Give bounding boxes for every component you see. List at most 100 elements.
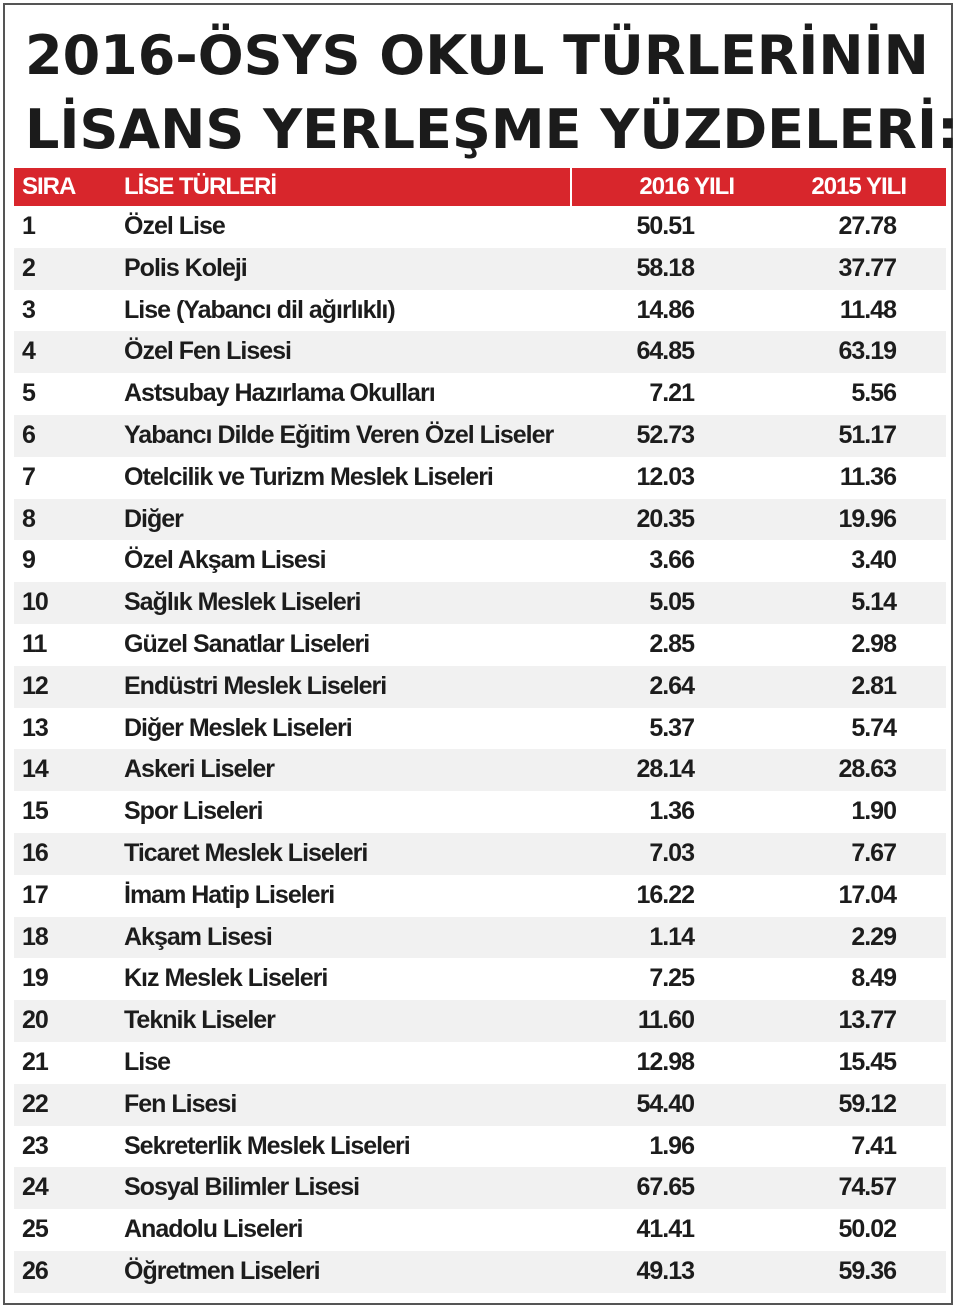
row-value-2016: 1.96	[649, 1131, 695, 1160]
row-rank: 7	[22, 462, 36, 491]
table-row: 20 Teknik Liseler 11.60 13.77	[14, 1000, 946, 1042]
row-school-type: Astsubay Hazırlama Okulları	[124, 379, 436, 408]
row-rank: 21	[22, 1047, 49, 1076]
table-row: 25 Anadolu Liseleri 41.41 50.02	[14, 1209, 946, 1251]
row-value-2015: 2.81	[851, 671, 897, 700]
row-value-2016: 16.22	[636, 880, 695, 909]
row-school-type: Özel Akşam Lisesi	[124, 546, 327, 575]
table-row: 19 Kız Meslek Liseleri 7.25 8.49	[14, 958, 946, 1001]
row-value-2015: 1.90	[851, 797, 897, 826]
row-school-type: Ticaret Meslek Liseleri	[124, 838, 368, 867]
row-value-2016: 49.13	[636, 1256, 695, 1285]
table-row: 23 Sekreterlik Meslek Liseleri 1.96 7.41	[14, 1125, 946, 1168]
row-value-2016: 54.40	[636, 1089, 695, 1118]
table-row: 5 Astsubay Hazırlama Okulları 7.21 5.56	[14, 373, 946, 415]
table-row: 7 Otelcilik ve Turizm Meslek Liseleri 12.0…	[14, 456, 946, 499]
row-rank: 18	[22, 922, 49, 951]
row-school-type: İmam Hatip Liseleri	[124, 880, 335, 909]
header-rank: SIRA	[22, 173, 76, 200]
table-row: 13 Diğer Meslek Liseleri 5.37 5.74	[14, 707, 946, 750]
row-value-2016: 12.98	[636, 1047, 695, 1076]
row-school-type: Özel Fen Lisesi	[124, 337, 292, 366]
row-value-2016: 20.35	[636, 504, 695, 533]
row-value-2015: 28.63	[838, 755, 897, 784]
row-rank: 16	[22, 838, 49, 867]
row-school-type: Diğer	[124, 504, 184, 533]
row-school-type: Sağlık Meslek Liseleri	[124, 588, 361, 617]
row-value-2016: 1.14	[649, 922, 695, 951]
row-rank: 20	[22, 1006, 49, 1035]
row-value-2015: 5.14	[851, 588, 897, 617]
row-rank: 22	[22, 1089, 49, 1118]
title-line-2: LİSANS YERLEŞME YÜZDELERİ:	[25, 98, 959, 161]
row-value-2016: 2.64	[649, 671, 695, 700]
row-rank: 10	[22, 588, 49, 617]
row-value-2016: 7.25	[649, 964, 695, 993]
table-row: 26 Öğretmen Liseleri 49.13 59.36	[14, 1250, 946, 1293]
table-row: 17 İmam Hatip Liseleri 16.22 17.04	[14, 874, 946, 917]
table-row: 18 Akşam Lisesi 1.14 2.29	[14, 916, 946, 959]
row-rank: 8	[22, 504, 36, 533]
row-value-2015: 50.02	[838, 1215, 897, 1244]
row-value-2015: 51.17	[838, 420, 897, 449]
row-school-type: Diğer Meslek Liseleri	[124, 713, 353, 742]
row-rank: 12	[22, 671, 49, 700]
row-school-type: Sosyal Bilimler Lisesi	[124, 1173, 360, 1202]
row-school-type: Güzel Sanatlar Liseleri	[124, 629, 370, 658]
row-value-2016: 3.66	[649, 546, 695, 575]
header-divider	[570, 168, 572, 206]
row-school-type: Akşam Lisesi	[124, 922, 273, 951]
header-2016: 2016 YILI	[639, 173, 735, 200]
table-row: 21 Lise 12.98 15.45	[14, 1041, 946, 1084]
row-value-2015: 7.41	[851, 1131, 897, 1160]
table-row: 15 Spor Liseleri 1.36 1.90	[14, 791, 946, 833]
row-rank: 6	[22, 420, 36, 449]
row-rank: 3	[22, 295, 36, 324]
row-school-type: Otelcilik ve Turizm Meslek Liseleri	[124, 462, 494, 491]
row-value-2016: 50.51	[636, 212, 695, 240]
row-value-2015: 15.45	[838, 1047, 897, 1076]
row-value-2015: 7.67	[851, 838, 897, 867]
row-value-2015: 74.57	[838, 1173, 897, 1202]
row-school-type: Yabancı Dilde Eğitim Veren Özel Liseler	[124, 420, 554, 449]
table-row: 4 Özel Fen Lisesi 64.85 63.19	[14, 331, 946, 374]
table-row: 12 Endüstri Meslek Liseleri 2.64 2.81	[14, 665, 946, 708]
table-row: 16 Ticaret Meslek Liseleri 7.03 7.67	[14, 832, 946, 875]
row-rank: 15	[22, 797, 49, 826]
row-value-2015: 59.36	[838, 1256, 897, 1285]
row-value-2015: 11.48	[839, 295, 897, 324]
row-value-2016: 5.05	[649, 588, 695, 617]
row-value-2016: 11.60	[637, 1006, 695, 1035]
header-school-type: LİSE TÜRLERİ	[124, 173, 277, 200]
row-school-type: Askeri Liseler	[124, 755, 275, 784]
row-rank: 13	[22, 713, 49, 742]
table-row: 9 Özel Akşam Lisesi 3.66 3.40	[14, 540, 946, 583]
row-value-2015: 17.04	[838, 880, 897, 909]
row-value-2016: 5.37	[649, 713, 695, 742]
table-row: 22 Fen Lisesi 54.40 59.12	[14, 1083, 946, 1126]
row-school-type: Sekreterlik Meslek Liseleri	[124, 1131, 411, 1160]
row-value-2015: 3.40	[851, 546, 897, 575]
row-value-2015: 19.96	[838, 504, 897, 533]
row-value-2016: 2.85	[649, 629, 695, 658]
row-value-2016: 14.86	[636, 295, 695, 324]
title-line-1: 2016-ÖSYS OKUL TÜRLERİNİN	[25, 24, 929, 87]
row-value-2015: 13.77	[838, 1006, 897, 1035]
row-value-2015: 59.12	[838, 1089, 897, 1118]
row-rank: 23	[22, 1131, 49, 1160]
row-rank: 14	[22, 755, 49, 784]
row-school-type: Anadolu Liseleri	[124, 1215, 303, 1244]
row-rank: 1	[22, 212, 36, 240]
row-school-type: Endüstri Meslek Liseleri	[124, 671, 387, 700]
row-rank: 2	[22, 253, 36, 282]
row-value-2015: 5.56	[851, 379, 897, 408]
row-value-2016: 41.41	[636, 1215, 695, 1244]
row-rank: 24	[22, 1173, 49, 1202]
table-row: 2 Polis Koleji 58.18 37.77	[14, 247, 946, 290]
row-value-2016: 52.73	[636, 420, 695, 449]
row-school-type: Teknik Liseler	[124, 1006, 276, 1035]
row-value-2016: 1.36	[649, 797, 695, 826]
header-2015: 2015 YILI	[811, 173, 907, 200]
table-row: 8 Diğer 20.35 19.96	[14, 498, 946, 541]
row-value-2016: 28.14	[636, 755, 695, 784]
